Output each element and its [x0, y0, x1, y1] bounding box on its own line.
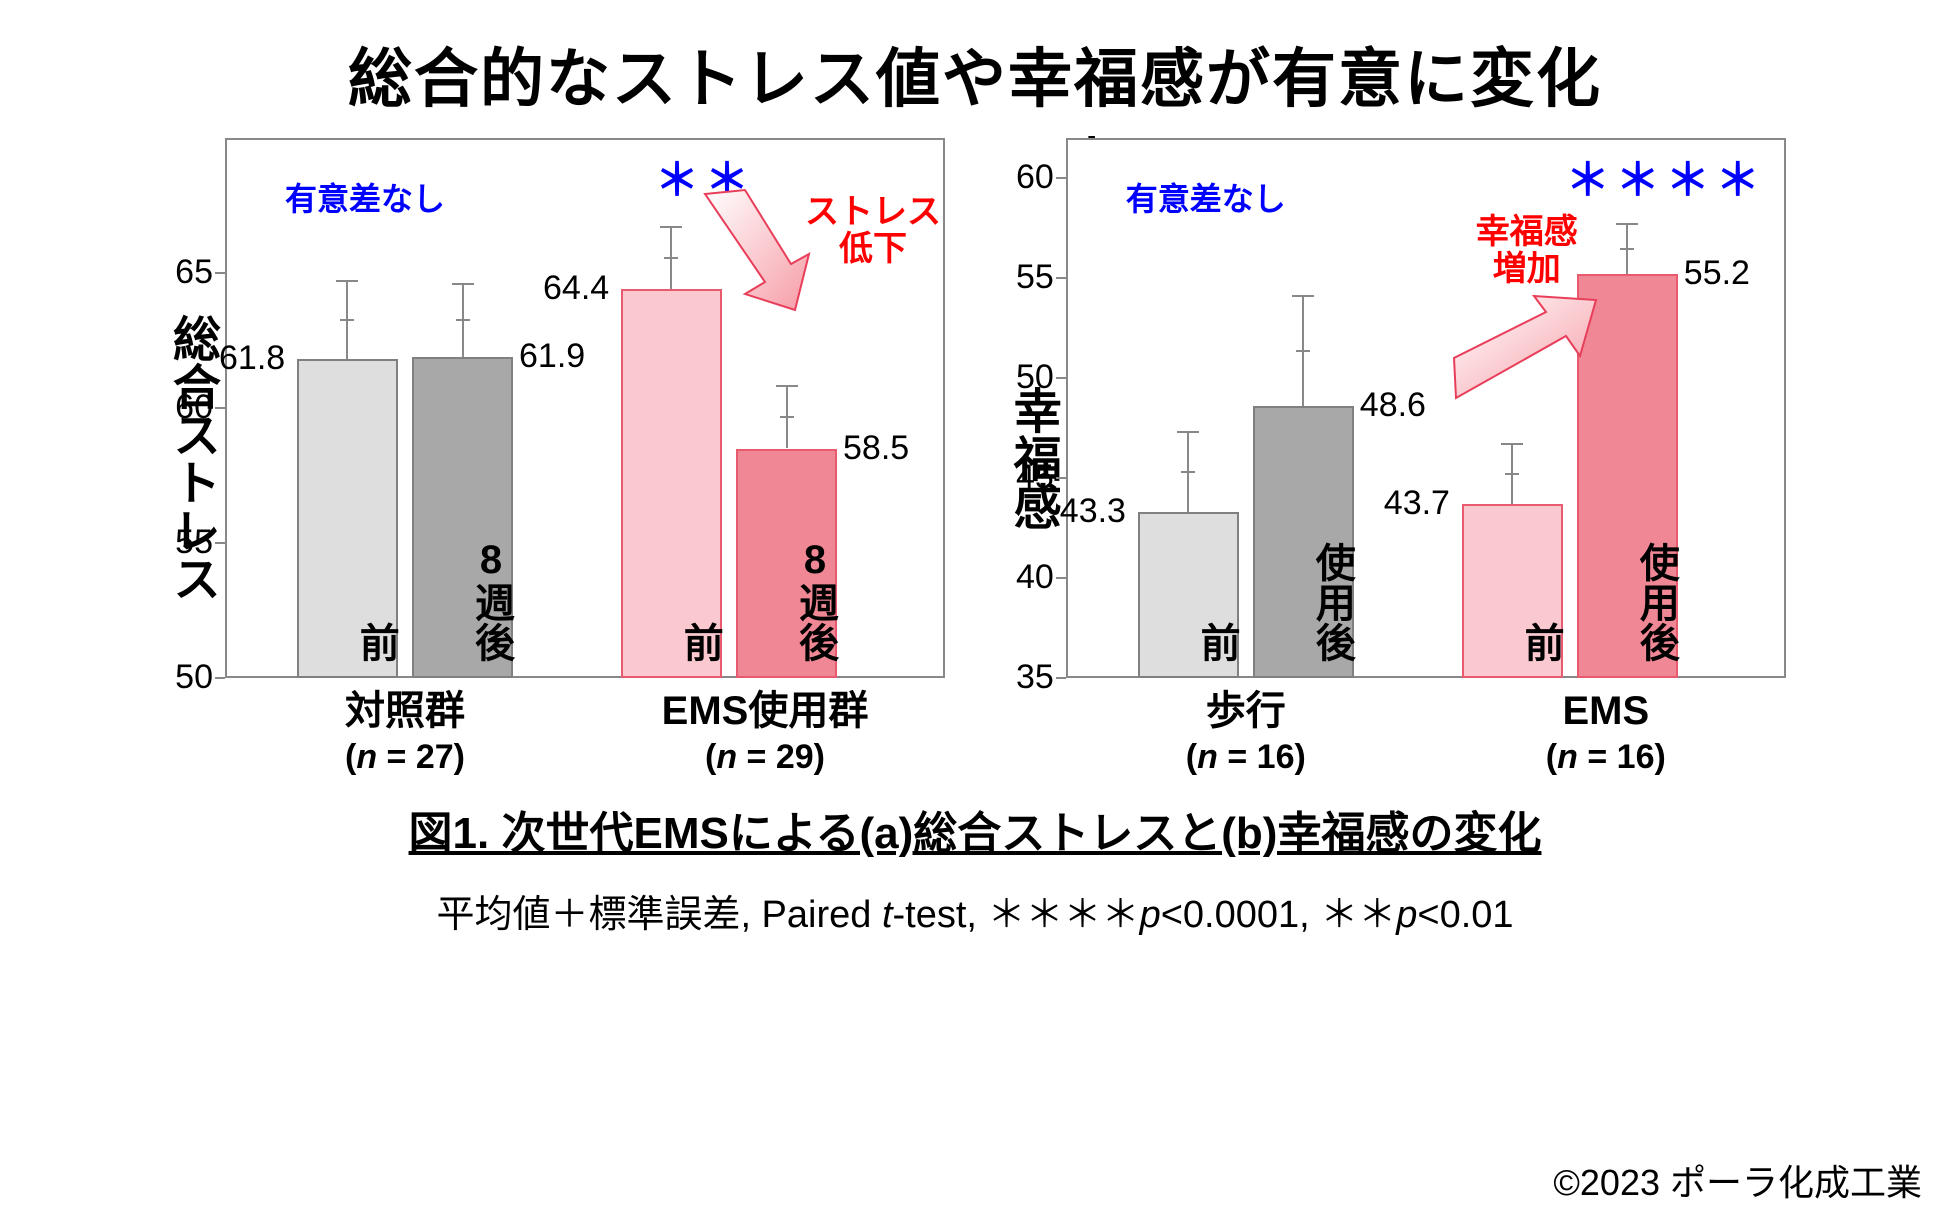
ytick-label: 50	[1006, 358, 1054, 397]
panel-b-plot: 354045505560前43.3使用後48.6前43.7使用後55.2有意差な…	[1066, 138, 1786, 678]
bar: 前	[1138, 512, 1239, 678]
ytick-label: 45	[1006, 458, 1054, 497]
ytick-line	[1056, 577, 1066, 579]
bar-inner-label: 8週後	[738, 538, 835, 662]
stats-mid: -test, ＊＊＊＊	[893, 894, 1140, 936]
error-mid-tick	[1620, 248, 1634, 250]
error-mid-tick	[780, 416, 794, 418]
arrow-down-icon	[695, 184, 815, 324]
sig-stars: ＊＊＊＊	[1566, 144, 1766, 208]
group-n: (n = 27)	[225, 736, 585, 779]
group-name: 対照群	[225, 686, 585, 736]
ytick-line	[215, 407, 225, 409]
ytick-line	[215, 272, 225, 274]
bar: 8週後	[736, 449, 837, 679]
bar-inner-label: 使用後	[1579, 542, 1676, 662]
error-mid-tick	[664, 257, 678, 259]
error-cap	[1501, 443, 1523, 445]
stats-mid2: <0.0001, ＊＊	[1161, 894, 1397, 936]
ytick-line	[1056, 677, 1066, 679]
error-cap	[660, 226, 682, 228]
bar-value-label: 43.7	[1384, 484, 1450, 523]
arrow-up-icon	[1446, 288, 1606, 418]
bar-value-label: 64.4	[543, 269, 609, 308]
charts-row: a 総合ストレス 50556065前61.88週後61.9前64.48週後58.…	[0, 138, 1950, 779]
bar-value-label: 58.5	[843, 429, 909, 468]
group-label: EMS使用群(n = 29)	[585, 686, 945, 779]
error-cap	[336, 280, 358, 282]
ytick-line	[1056, 477, 1066, 479]
error-mid-tick	[1181, 471, 1195, 473]
stats-p1: p	[1140, 894, 1161, 936]
effect-text: ストレス低下	[805, 194, 941, 269]
ytick-label: 65	[165, 253, 213, 292]
bar: 前	[1462, 504, 1563, 678]
bar: 前	[297, 359, 398, 678]
stats-t: t	[882, 894, 893, 936]
copyright: ©2023 ポーラ化成工業	[1553, 1154, 1922, 1206]
main-title: 総合的なストレス値や幸福感が有意に変化	[0, 0, 1950, 120]
stats-prefix: 平均値＋標準誤差, Paired	[436, 894, 882, 936]
bar-value-label: 61.9	[519, 337, 585, 376]
ytick-label: 50	[165, 658, 213, 697]
group-n: (n = 16)	[1066, 736, 1426, 779]
bar-inner-label: 前	[1464, 622, 1561, 662]
ytick-label: 55	[1006, 258, 1054, 297]
bar-value-label: 55.2	[1684, 254, 1750, 293]
error-cap	[452, 283, 474, 285]
bar-inner-label: 前	[299, 622, 396, 662]
bar-value-label: 48.6	[1360, 386, 1426, 425]
ytick-label: 60	[165, 388, 213, 427]
group-n: (n = 16)	[1426, 736, 1786, 779]
error-cap	[1616, 223, 1638, 225]
ytick-label: 55	[165, 523, 213, 562]
bar: 使用後	[1253, 406, 1354, 678]
ytick-label: 40	[1006, 558, 1054, 597]
group-label: EMS(n = 16)	[1426, 686, 1786, 779]
bar-inner-label: 8週後	[414, 538, 511, 662]
group-name: EMS使用群	[585, 686, 945, 736]
bar-inner-label: 使用後	[1255, 542, 1352, 662]
ytick-line	[1056, 177, 1066, 179]
error-cap	[1177, 431, 1199, 433]
bar: 8週後	[412, 357, 513, 678]
ytick-line	[1056, 377, 1066, 379]
ytick-line	[1056, 277, 1066, 279]
error-mid-tick	[340, 319, 354, 321]
ns-text: 有意差なし	[285, 174, 445, 220]
ns-text: 有意差なし	[1126, 174, 1286, 220]
bar: 前	[621, 289, 722, 678]
ytick-label: 35	[1006, 658, 1054, 697]
panel-b-group-labels: 歩行(n = 16)EMS(n = 16)	[1066, 686, 1786, 779]
effect-text: 幸福感増加	[1476, 214, 1578, 289]
panel-b-container: b 幸福感 354045505560前43.3使用後48.6前43.7使用後55…	[1005, 138, 1786, 779]
error-cap	[1292, 295, 1314, 297]
bar-inner-label: 前	[623, 622, 720, 662]
error-mid-tick	[1296, 350, 1310, 352]
ytick-line	[215, 677, 225, 679]
stats-tail: <0.01	[1417, 894, 1513, 936]
group-name: 歩行	[1066, 686, 1426, 736]
error-cap	[776, 385, 798, 387]
panel-a-group-labels: 対照群(n = 27)EMS使用群(n = 29)	[225, 686, 945, 779]
figure-caption: 図1. 次世代EMSによる(a)総合ストレスと(b)幸福感の変化	[0, 797, 1950, 861]
panel-a-container: a 総合ストレス 50556065前61.88週後61.9前64.48週後58.…	[164, 138, 945, 779]
stats-note: 平均値＋標準誤差, Paired t-test, ＊＊＊＊p<0.0001, ＊…	[0, 883, 1950, 938]
panel-a-plot: 50556065前61.88週後61.9前64.48週後58.5有意差なし＊＊ス…	[225, 138, 945, 678]
bar-inner-label: 前	[1140, 622, 1237, 662]
bar-value-label: 61.8	[219, 339, 285, 378]
stats-p2: p	[1396, 894, 1417, 936]
error-mid-tick	[1505, 473, 1519, 475]
group-n: (n = 29)	[585, 736, 945, 779]
group-label: 歩行(n = 16)	[1066, 686, 1426, 779]
error-mid-tick	[456, 319, 470, 321]
group-name: EMS	[1426, 686, 1786, 736]
ytick-line	[215, 542, 225, 544]
group-label: 対照群(n = 27)	[225, 686, 585, 779]
ytick-label: 60	[1006, 158, 1054, 197]
bar-value-label: 43.3	[1060, 492, 1126, 531]
